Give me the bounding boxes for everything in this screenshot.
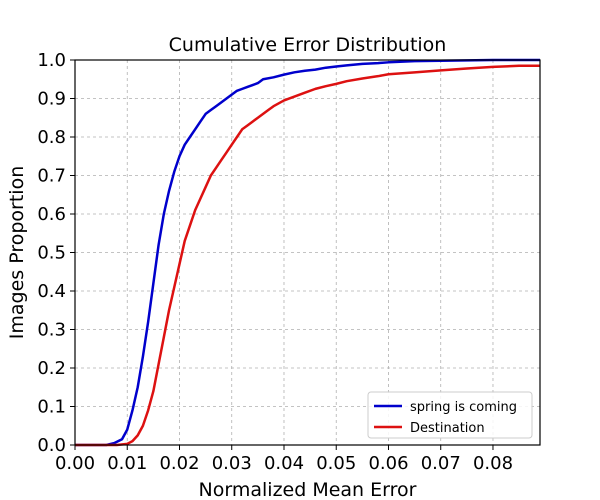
y-tick-label: 0.8	[37, 127, 66, 148]
x-tick-label: 0.03	[212, 453, 252, 474]
y-tick-label: 0.7	[37, 166, 66, 187]
y-tick-label: 0.1	[37, 397, 66, 418]
legend-label-destination: Destination	[410, 421, 485, 436]
legend-label-spring-is-coming: spring is coming	[410, 400, 517, 415]
chart-title: Cumulative Error Distribution	[169, 34, 447, 56]
x-tick-label: 0.08	[473, 453, 513, 474]
plot-frame	[74, 59, 541, 446]
x-tick-label: 0.01	[107, 453, 147, 474]
legend: spring is coming Destination	[367, 391, 533, 439]
grid-layer	[74, 59, 540, 446]
x-tick-label: 0.04	[264, 453, 304, 474]
series-line-spring-is-coming	[75, 58, 540, 447]
y-tick-label: 0.0	[37, 435, 66, 456]
x-tick-label: 0.05	[316, 453, 356, 474]
series-layer	[75, 58, 540, 447]
x-tick-label: 0.00	[55, 453, 95, 474]
y-tick-label: 0.3	[37, 320, 66, 341]
tick-layer: 0.00 0.01 0.02 0.03 0.04 0.05 0.06 0.07 0.08 0.0 0…	[37, 50, 513, 474]
x-tick-label: 0.02	[159, 453, 199, 474]
x-tick-label: 0.06	[368, 453, 408, 474]
y-tick-label: 1.0	[37, 50, 66, 71]
y-tick-label: 0.5	[37, 243, 66, 264]
x-tick-label: 0.07	[421, 453, 461, 474]
y-tick-label: 0.2	[37, 358, 66, 379]
y-tick-label: 0.4	[37, 281, 66, 302]
x-axis-label: Normalized Mean Error	[199, 479, 417, 500]
y-tick-label: 0.6	[37, 204, 66, 225]
y-axis-label: Images Proportion	[6, 166, 28, 339]
series-line-destination	[75, 64, 540, 447]
legend-box	[367, 391, 533, 439]
y-tick-label: 0.9	[37, 89, 66, 110]
